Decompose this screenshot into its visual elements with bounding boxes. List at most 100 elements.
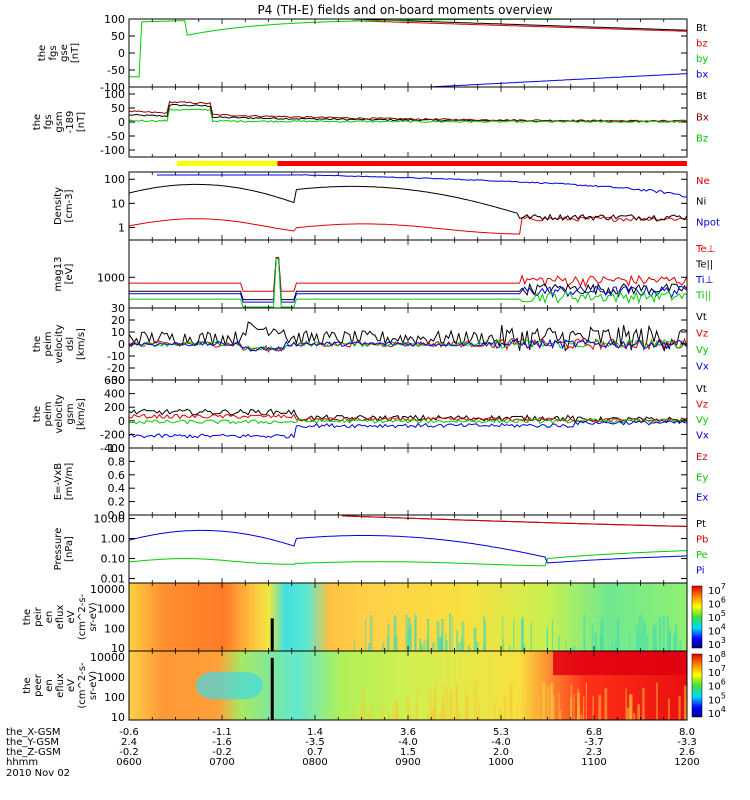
spectrogram-texture (382, 642, 385, 651)
time-axis-row-label: hhmm (6, 757, 38, 768)
y-axis-label: gse (59, 44, 70, 62)
spectrogram-texture (414, 704, 418, 720)
spectrogram-texture (467, 694, 469, 720)
trace-Vx (129, 338, 687, 352)
spectrogram-texture (668, 698, 670, 720)
y-tick-label: -50 (107, 64, 125, 77)
spectrogram-texture (396, 714, 399, 720)
colorbar-peir (691, 585, 703, 649)
time-axis-row-label: the_X-GSM (6, 727, 60, 738)
spectrogram-texture (473, 627, 476, 651)
spectrogram-texture (426, 618, 430, 651)
spectrogram-texture (569, 697, 573, 720)
y-axis-label: (cm^2-s- (77, 662, 88, 709)
trace-Ti|| (129, 258, 687, 308)
spectrogram-texture (652, 625, 655, 651)
y-tick-label: 100 (104, 691, 125, 704)
y-tick-label: 1.0 (108, 442, 126, 455)
y-tick-label: 0.6 (108, 469, 126, 482)
spectrogram-texture (646, 635, 649, 651)
spectrogram-texture (502, 615, 504, 651)
y-tick-label: 400 (104, 388, 125, 401)
y-tick-label: 50 (111, 30, 125, 43)
spectrogram-texture (477, 641, 479, 651)
colorbar-label: 108 (708, 650, 726, 665)
trace-Bz (129, 108, 687, 124)
spectrogram-texture (626, 707, 630, 720)
time-axis-value: 1200 (674, 757, 699, 768)
mode-bar (176, 161, 687, 166)
spectrogram-texture (678, 696, 681, 720)
colorbar-label: 106 (708, 678, 726, 693)
spectrogram-texture (536, 714, 538, 720)
spectrogram-texture (429, 689, 432, 720)
y-tick-label: 100 (104, 88, 125, 101)
legend-Bx: Bx (696, 112, 709, 123)
y-tick-label: -400 (100, 442, 125, 455)
y-tick-label: 0 (118, 415, 125, 428)
y-axis-label: dsl (65, 337, 76, 351)
legend-Pb: Pb (696, 535, 708, 546)
spectrogram-texture (483, 616, 486, 651)
legend-Vy: Vy (696, 345, 709, 356)
y-axis-label: fgs (48, 45, 59, 60)
spectrogram-texture (617, 618, 620, 651)
y-tick-label: 0.2 (108, 496, 126, 509)
y-tick-label: 100 (104, 13, 125, 26)
spectrogram-texture (538, 695, 540, 720)
y-axis-label: -189 (65, 111, 76, 134)
spectrogram-texture (352, 706, 355, 720)
time-axis-value: -1.1 (212, 727, 232, 738)
y-axis-label: [nPa] (64, 536, 75, 562)
trace-bx (364, 73, 687, 87)
spectrogram-texture (370, 615, 373, 651)
spectrogram-texture (409, 713, 413, 720)
spectrogram-texture (611, 641, 614, 651)
spectrogram-texture (475, 641, 478, 651)
spectrogram-texture (542, 682, 545, 720)
time-axis-value: 0600 (116, 757, 141, 768)
y-tick-label: 0 (118, 116, 125, 129)
spectrogram-texture (365, 618, 367, 651)
spectrogram-texture (591, 622, 594, 651)
spectrogram-texture (370, 704, 373, 720)
spectrogram-texture (683, 685, 687, 720)
y-axis-label: the (32, 406, 43, 422)
spectrogram-texture (386, 637, 389, 651)
y-axis-label: peim (43, 331, 54, 356)
y-tick-label: 1000 (97, 271, 125, 284)
y-axis-label: [eV] (64, 264, 75, 285)
y-axis-label: Pressure (53, 528, 64, 571)
time-axis-value: 2.4 (121, 737, 137, 748)
data-gap-bar (270, 618, 274, 651)
spectrogram-texture (395, 702, 398, 720)
spectrogram-texture (558, 692, 560, 720)
y-tick-label: 30 (111, 302, 125, 315)
time-axis-value: 0700 (209, 757, 234, 768)
time-axis-value: 1.5 (400, 747, 416, 758)
y-tick-label: 10000 (90, 583, 125, 596)
spectrogram-texture (600, 618, 604, 651)
figure-title: P4 (TH-E) fields and on-board moments ov… (257, 3, 552, 17)
colorbar-peer (691, 653, 703, 718)
legend-Ti||: Ti|| (695, 291, 711, 302)
spectrogram-texture (474, 681, 478, 720)
colorbar-label: 104 (708, 705, 726, 720)
legend-Ne: Ne (696, 176, 710, 187)
spectrogram-texture (668, 630, 671, 651)
y-axis-label: [nT] (76, 112, 87, 132)
spectrogram-texture (492, 704, 495, 720)
spectrogram-texture (461, 621, 465, 651)
spectrogram-texture (395, 617, 397, 651)
y-tick-label: 1000 (97, 603, 125, 616)
spectrogram-texture (483, 643, 485, 651)
legend-Pi: Pi (696, 566, 705, 577)
spectrogram-texture (431, 642, 435, 651)
spectrogram-texture (551, 682, 554, 720)
y-tick-label: 10 (111, 642, 125, 655)
spectrogram-texture (546, 626, 549, 651)
